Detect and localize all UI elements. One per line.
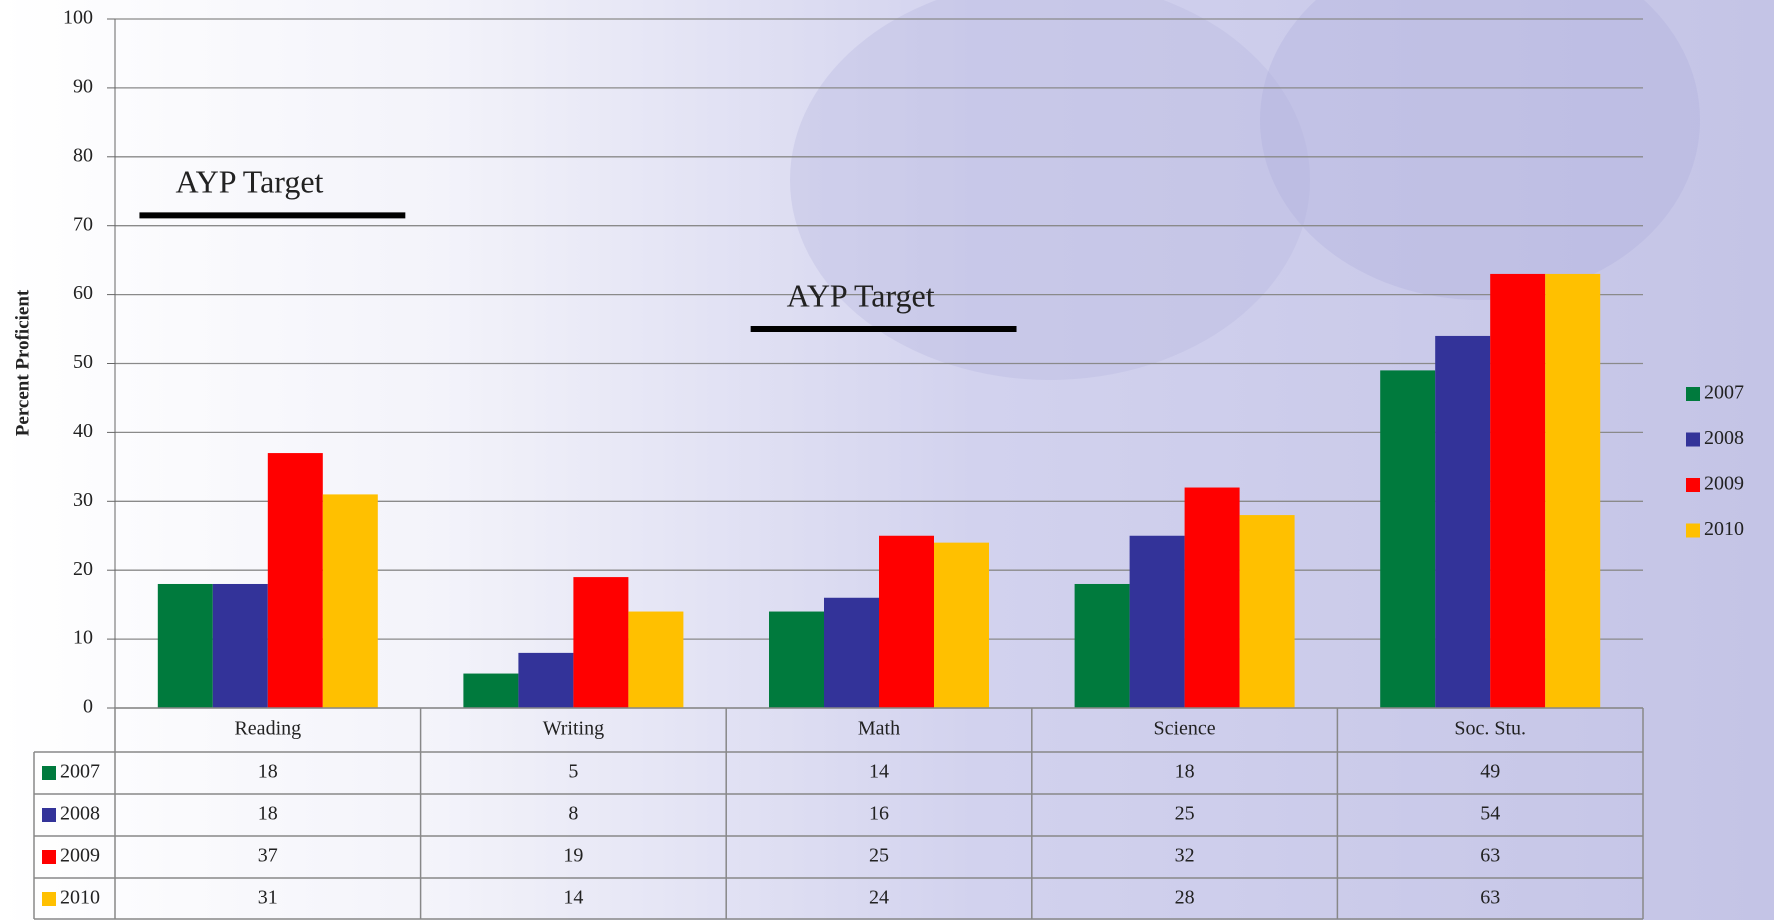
bar [322,494,378,708]
y-tick-label: 50 [73,351,93,373]
bar [769,611,824,708]
table-series-label: 2010 [60,887,100,909]
legend-label: 2007 [1704,382,1744,404]
bar [1239,515,1295,708]
table-value: 31 [258,887,278,909]
table-series-label: 2009 [60,845,100,867]
bar [1545,273,1601,708]
x-tick-label: Reading [234,718,301,740]
table-value: 54 [1480,803,1500,825]
y-tick-label: 90 [73,75,93,97]
legend-swatch [1686,523,1700,538]
annotation-text: AYP Target [175,164,323,200]
table-value: 18 [258,803,278,825]
legend-swatch [1686,478,1700,492]
bar [1184,487,1240,708]
annotation-text: AYP Target [787,277,935,313]
bar [934,542,989,708]
y-tick-label: 10 [73,627,93,649]
table-legend-swatch [42,892,56,906]
table-legend-swatch [42,850,56,864]
table-value: 32 [1175,845,1195,867]
table-value: 24 [869,887,889,909]
table-series-label: 2007 [60,761,100,783]
table-value: 49 [1480,761,1500,783]
y-tick-label: 80 [73,144,93,166]
bar [1490,273,1546,708]
table-value: 8 [568,803,578,825]
y-tick-label: 0 [83,696,93,718]
table-value: 18 [258,761,278,783]
bar [1380,370,1436,708]
y-tick-label: 20 [73,558,93,580]
table-series-label: 2008 [60,803,100,825]
table-value: 16 [869,803,889,825]
y-tick-label: 40 [73,420,93,442]
x-tick-label: Math [858,718,900,740]
bar [1129,535,1185,708]
x-tick-label: Soc. Stu. [1454,718,1526,740]
y-tick-label: 70 [73,213,93,235]
bar [824,597,879,708]
table-value: 19 [563,845,583,867]
table-value: 37 [258,845,278,867]
table-value: 25 [1175,803,1195,825]
bar [573,577,629,708]
table-value: 5 [568,761,578,783]
bar [267,453,323,708]
bar [157,583,213,708]
bar [463,673,519,708]
table-value: 63 [1480,887,1500,909]
photo-shade [1260,0,1700,300]
table-legend-swatch [42,766,56,780]
y-tick-label: 100 [63,7,93,29]
bar [1435,335,1491,708]
table-value: 28 [1175,887,1195,909]
photo-shade [790,0,1310,380]
bar [879,535,934,708]
y-axis-label: Percent Proficient [12,289,33,436]
table-value: 14 [563,887,583,909]
bar [1074,583,1130,708]
bar [212,583,268,708]
x-tick-label: Science [1154,718,1216,740]
legend-label: 2010 [1704,518,1744,540]
table-legend-swatch [42,808,56,822]
bar [628,611,684,708]
table-value: 63 [1480,845,1500,867]
legend-swatch [1686,432,1700,447]
legend-label: 2008 [1704,427,1744,449]
y-tick-label: 60 [73,282,93,304]
y-tick-label: 30 [73,489,93,511]
bar [518,652,574,708]
x-tick-label: Writing [543,718,604,740]
legend-label: 2009 [1704,473,1744,495]
table-value: 14 [869,761,889,783]
legend-swatch [1686,387,1700,401]
table-value: 25 [869,845,889,867]
table-value: 18 [1175,761,1195,783]
